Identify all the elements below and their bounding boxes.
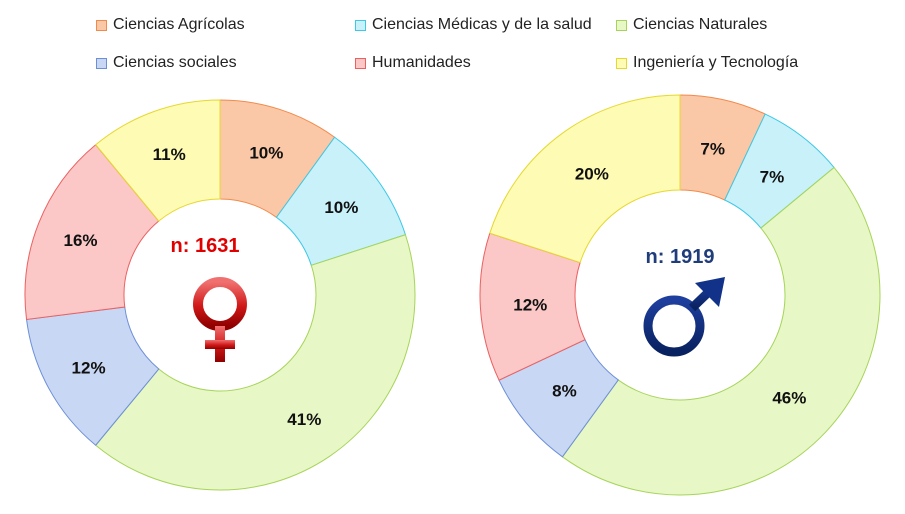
donut-chart-female: 10% 10% 41% 12% 16% 11% — [24, 99, 416, 491]
donut-chart-male: 7% 7% 46% 8% 12% 20% — [479, 94, 881, 496]
legend-item-ciencias-medicas: Ciencias Médicas y de la salud — [355, 16, 592, 34]
legend-swatch — [96, 19, 107, 31]
slice-label-ciencias-agricolas: 7% — [700, 140, 725, 159]
male-symbol-icon — [643, 277, 725, 357]
legend-label: Ciencias Agrícolas — [113, 16, 245, 33]
slice-label-ingenieria-y-tecnologia: 20% — [575, 165, 609, 184]
legend-label: Ciencias Médicas y de la salud — [372, 16, 592, 33]
slice-label-ciencias-sociales: 12% — [72, 358, 106, 377]
center-label-female: n: 1631 — [171, 235, 240, 257]
slice-ingenieria-y-tecnologia — [489, 94, 681, 264]
legend-label: Ciencias Naturales — [633, 16, 768, 33]
slice-label-ciencias-naturales: 46% — [772, 389, 806, 408]
slice-label-ciencias-sociales: 8% — [552, 382, 577, 401]
slice-label-humanidades: 12% — [513, 295, 547, 314]
legend-item-ciencias-naturales: Ciencias Naturales — [616, 16, 767, 34]
legend-swatch — [616, 57, 627, 69]
slice-ciencias-naturales — [561, 166, 881, 496]
legend-item-ingenieria-tecnologia: Ingeniería y Tecnología — [616, 54, 798, 72]
legend-label: Humanidades — [372, 54, 471, 71]
legend-label: Ingeniería y Tecnología — [633, 54, 799, 71]
legend-label: Ciencias sociales — [113, 54, 237, 71]
legend-swatch — [96, 57, 107, 69]
legend-item-ciencias-agricolas: Ciencias Agrícolas — [96, 16, 245, 34]
center-label-male: n: 1919 — [646, 246, 715, 268]
slice-label-ingenieria-y-tecnologia: 11% — [153, 145, 186, 164]
slice-label-humanidades: 16% — [64, 231, 98, 250]
legend: Ciencias Agrícolas Ciencias Médicas y de… — [0, 0, 905, 90]
slice-ciencias-naturales — [94, 234, 416, 491]
slice-label-ciencias-agricolas: 10% — [249, 143, 283, 162]
legend-swatch — [355, 57, 366, 69]
slice-label-ciencias-naturales: 41% — [287, 410, 321, 429]
legend-item-ciencias-sociales: Ciencias sociales — [96, 54, 237, 72]
slice-label-ciencias-medicas-y-de-la-salud: 7% — [760, 167, 785, 186]
legend-swatch — [616, 19, 627, 31]
slice-ingenieria-y-tecnologia — [94, 99, 221, 222]
slice-label-ciencias-medicas-y-de-la-salud: 10% — [324, 198, 358, 217]
slice-humanidades — [24, 144, 160, 320]
female-symbol-icon — [193, 277, 247, 362]
legend-item-humanidades: Humanidades — [355, 54, 471, 72]
legend-swatch — [355, 19, 366, 31]
